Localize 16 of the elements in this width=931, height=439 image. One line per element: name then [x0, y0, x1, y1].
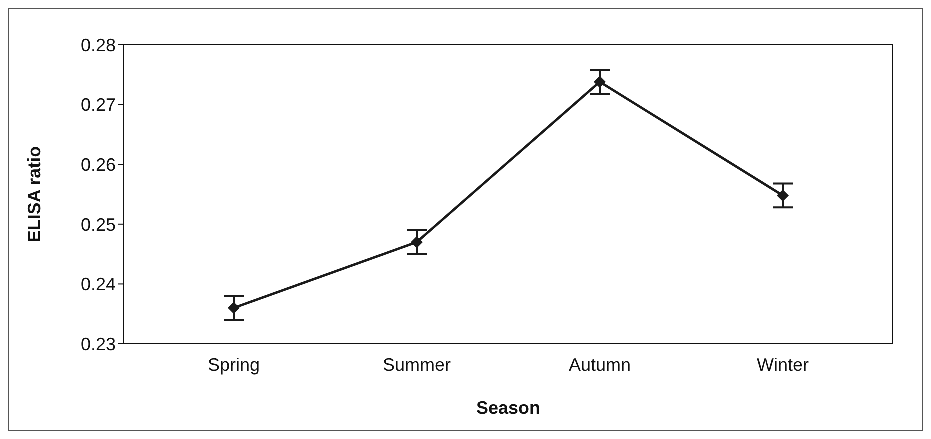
y-tick-label: 0.28: [80, 35, 116, 56]
point: [411, 236, 423, 248]
y-tick-label: 0.25: [80, 214, 116, 235]
y-tick-label: 0.26: [80, 154, 116, 175]
y-tick-label: 0.24: [80, 274, 116, 295]
x-tick-label: Autumn: [568, 354, 632, 375]
x-tick-label: Spring: [208, 354, 260, 375]
point: [228, 302, 240, 314]
x-tick-label: Winter: [756, 354, 810, 375]
y-tick-label: 0.27: [80, 95, 116, 116]
y-tick-label: 0.23: [80, 334, 116, 354]
point: [777, 190, 789, 202]
x-axis-title: Season: [476, 398, 541, 418]
y-axis-title: ELISA ratio: [24, 146, 44, 243]
x-tick-label: Summer: [382, 354, 452, 375]
point: [594, 76, 606, 88]
